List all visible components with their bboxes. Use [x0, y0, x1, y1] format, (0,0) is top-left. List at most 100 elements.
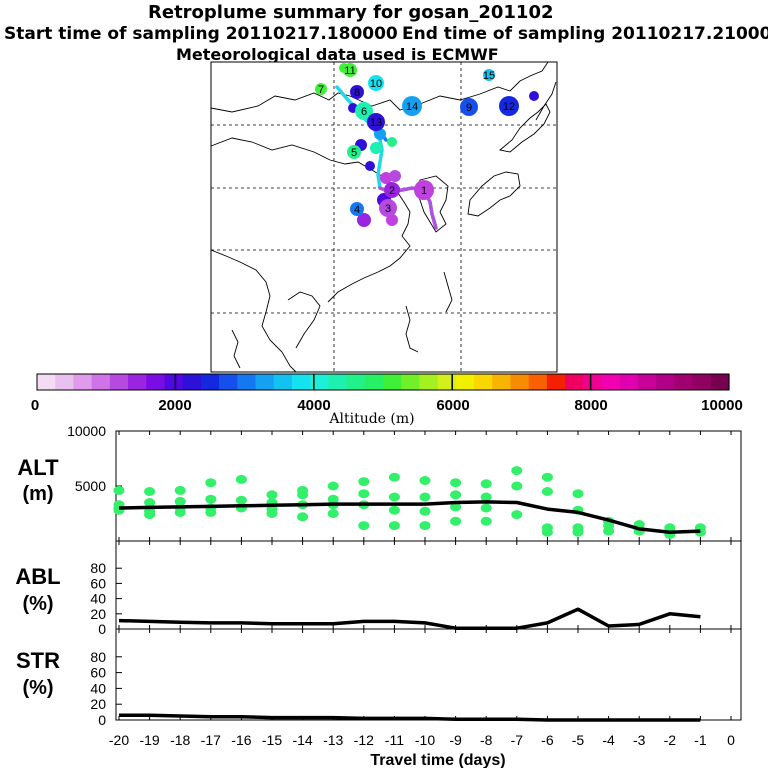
alt-point — [174, 485, 186, 495]
map-gridlines — [211, 62, 557, 372]
alt-scatter — [113, 466, 706, 539]
altitude-colorbar — [36, 373, 730, 391]
colorbar-swatch — [37, 374, 56, 390]
plume-dot — [380, 172, 392, 184]
colorbar-swatch — [383, 374, 402, 390]
y-tick-label: 20 — [90, 606, 106, 622]
colorbar-swatch — [364, 374, 384, 390]
alt-point — [388, 492, 400, 502]
plume-marker-label: 4 — [354, 204, 360, 216]
str-unit: (%) — [22, 677, 53, 699]
colorbar-swatch — [510, 374, 530, 390]
coastlines — [210, 61, 557, 373]
plume-marker-label: 7 — [318, 84, 324, 96]
plume-marker — [315, 83, 327, 95]
plume-marker — [347, 145, 361, 159]
plume-dot — [386, 214, 398, 226]
x-tick-label: -15 — [262, 732, 282, 748]
x-tick-label: -5 — [572, 732, 585, 748]
alt-point — [174, 496, 186, 506]
alt-point — [205, 478, 217, 488]
x-tick-label: -13 — [323, 732, 343, 748]
alt-point — [388, 521, 400, 531]
x-tick-label: -17 — [201, 732, 221, 748]
x-tick-label: -11 — [385, 732, 404, 748]
alt-point — [327, 481, 339, 491]
plume-marker — [368, 75, 384, 91]
alt-point — [541, 487, 553, 496]
alt-point — [174, 507, 186, 517]
series-lines — [118, 500, 701, 722]
colorbar-swatch — [346, 374, 366, 390]
y-tick-label: 10000 — [67, 423, 106, 439]
x-tick-label: -19 — [139, 732, 159, 748]
alt-point — [205, 494, 217, 504]
x-tick-label: -7 — [511, 732, 524, 748]
colorbar-tick: 8000 — [574, 397, 607, 414]
alt-point — [511, 466, 523, 476]
x-tick-label: -20 — [109, 732, 129, 748]
y-tick-label: 80 — [90, 560, 106, 576]
plume-dot — [365, 161, 375, 171]
str-panel-frame — [115, 628, 742, 721]
alt-point — [358, 521, 370, 531]
plume-marker-label: 3 — [385, 203, 391, 215]
plume-marker-label: 12 — [503, 101, 515, 113]
x-tick-label: -4 — [602, 732, 615, 748]
colorbar-swatch — [237, 374, 257, 390]
plume-marker — [460, 98, 478, 116]
colorbar-swatch — [419, 374, 439, 390]
y-tick-label: 0 — [98, 712, 106, 728]
alt-point — [480, 516, 492, 526]
x-tick-label: -2 — [664, 732, 677, 748]
colorbar-tick: 6000 — [436, 397, 469, 414]
alt-point — [511, 481, 523, 491]
plume-marker — [350, 202, 364, 216]
alt-point — [511, 510, 523, 520]
colorbar-swatch — [255, 374, 275, 390]
alt-point — [450, 502, 462, 512]
y-tick-label: 60 — [90, 575, 106, 591]
colorbar-swatch — [401, 374, 421, 390]
alt-point — [266, 509, 278, 518]
map-frame — [210, 61, 558, 373]
alt-point — [480, 503, 492, 513]
x-tick-label: -16 — [231, 732, 251, 748]
colorbar-swatch — [583, 374, 603, 390]
plume-marker-label: 14 — [406, 101, 418, 113]
plume-dot — [387, 137, 397, 147]
alt-point — [144, 487, 156, 496]
alt-point — [572, 527, 584, 537]
plume-marker-label: 9 — [466, 102, 472, 114]
alt-point — [541, 527, 553, 537]
x-tick-label: -1 — [694, 732, 707, 748]
alt-point — [327, 509, 339, 518]
alt-point — [144, 510, 156, 520]
y-tick-label: 5000 — [75, 478, 106, 494]
x-tick-label: -14 — [292, 732, 312, 748]
plume-marker-label: 13 — [370, 117, 382, 129]
plume-marker-label: 5 — [351, 147, 357, 159]
colorbar-swatch — [492, 374, 512, 390]
alt-point — [144, 498, 156, 507]
colorbar-swatch — [474, 374, 493, 390]
colorbar-ticks: 0 2000 4000 6000 8000 10000 — [31, 397, 743, 414]
plume-marker-label: 11 — [344, 65, 355, 77]
colorbar-swatch — [565, 374, 584, 390]
plume-marker — [414, 180, 434, 200]
plume-dot — [374, 128, 386, 140]
plume-marker — [367, 113, 385, 131]
colorbar-swatch — [291, 374, 311, 390]
alt-point — [358, 477, 370, 487]
met-data-label: Meteorological data used is ECMWF — [176, 45, 499, 64]
alt-point — [480, 479, 492, 489]
y-tick-label: 20 — [90, 696, 106, 712]
abl-panel-frame — [115, 540, 742, 630]
plume-marker — [402, 96, 422, 116]
alt-point — [235, 474, 247, 484]
plume-marker — [384, 182, 400, 198]
plume-marker-label: 10 — [370, 78, 382, 90]
plume-dot — [529, 91, 539, 101]
colorbar-swatch — [91, 374, 111, 390]
